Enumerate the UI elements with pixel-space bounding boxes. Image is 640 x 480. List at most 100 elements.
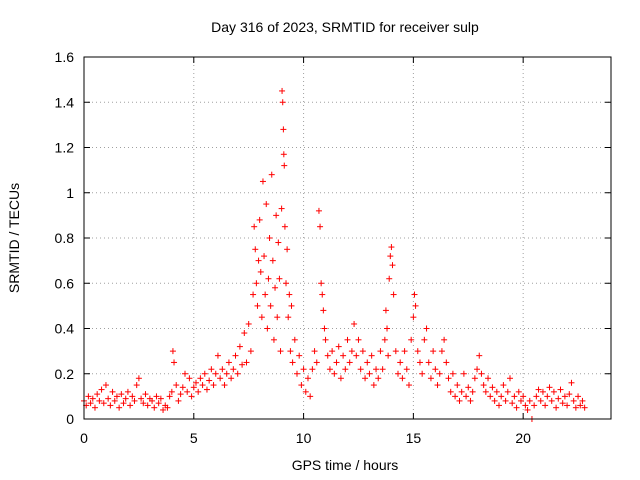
data-point: [168, 388, 175, 395]
data-point: [236, 343, 243, 350]
data-point: [102, 382, 109, 389]
data-point: [335, 343, 342, 350]
data-point: [509, 400, 516, 407]
data-point: [329, 348, 336, 355]
data-point: [544, 393, 551, 400]
data-point: [291, 336, 298, 343]
data-point: [234, 370, 241, 377]
y-tick-label: 0: [66, 411, 74, 427]
data-point: [96, 397, 103, 404]
data-point: [414, 348, 421, 355]
data-point: [283, 280, 290, 287]
data-point: [474, 366, 481, 373]
data-point: [223, 370, 230, 377]
y-tick-label: 1.6: [55, 49, 75, 65]
data-point: [557, 386, 564, 393]
data-point: [203, 386, 210, 393]
data-point: [177, 391, 184, 398]
data-point: [274, 314, 281, 321]
data-point: [197, 375, 204, 382]
data-point: [111, 397, 118, 404]
data-point: [469, 388, 476, 395]
data-point: [430, 348, 437, 355]
data-point: [504, 388, 511, 395]
data-point: [443, 359, 450, 366]
data-point: [537, 397, 544, 404]
data-point: [434, 382, 441, 389]
x-tick-label: 5: [190, 430, 198, 446]
data-point: [324, 352, 331, 359]
data-point: [337, 375, 344, 382]
x-axis-label: GPS time / hours: [292, 457, 399, 473]
data-point: [531, 402, 538, 409]
data-point: [489, 384, 496, 391]
data-point: [151, 404, 158, 411]
data-point: [129, 393, 136, 400]
data-point: [572, 404, 579, 411]
data-point: [279, 99, 286, 106]
data-point: [370, 382, 377, 389]
data-point: [279, 87, 286, 94]
data-point: [258, 314, 265, 321]
data-point: [362, 375, 369, 382]
data-point: [166, 393, 173, 400]
y-tick-label: 0.8: [55, 230, 75, 246]
data-point: [199, 382, 206, 389]
axis-ticks: 0 0.2 0.4 0.6 0.8 1 1.2 1.4 1.6 0 5 10 15 20: [55, 49, 611, 446]
data-point: [408, 336, 415, 343]
data-point: [280, 126, 287, 133]
data-point: [153, 393, 160, 400]
data-point: [342, 366, 349, 373]
data-point: [553, 404, 560, 411]
data-point: [539, 388, 546, 395]
y-tick-label: 0.4: [55, 321, 75, 337]
data-point: [366, 370, 373, 377]
data-point: [250, 291, 257, 298]
data-point: [326, 366, 333, 373]
data-point: [293, 370, 300, 377]
data-point: [98, 386, 105, 393]
data-point: [255, 257, 262, 264]
data-point: [281, 162, 288, 169]
data-point: [392, 348, 399, 355]
data-point: [254, 302, 261, 309]
y-axis-label: SRMTID / TECUs: [6, 183, 22, 293]
data-point: [241, 330, 248, 337]
data-point: [412, 302, 419, 309]
data-point: [506, 375, 513, 382]
data-point: [526, 397, 533, 404]
data-point: [548, 397, 555, 404]
data-point: [286, 291, 293, 298]
data-point: [142, 391, 149, 398]
data-point: [467, 397, 474, 404]
data-point: [425, 359, 432, 366]
data-point: [344, 336, 351, 343]
data-point: [559, 400, 566, 407]
data-point: [319, 291, 326, 298]
data-point: [285, 314, 292, 321]
data-point: [568, 379, 575, 386]
data-point: [555, 395, 562, 402]
data-point: [416, 359, 423, 366]
y-tick-label: 1.4: [55, 94, 75, 110]
data-point: [276, 275, 283, 282]
data-point: [221, 382, 228, 389]
data-point: [105, 395, 112, 402]
data-point: [377, 348, 384, 355]
data-point: [100, 400, 107, 407]
data-point: [138, 395, 145, 402]
data-point: [296, 352, 303, 359]
data-point: [321, 325, 328, 332]
data-point: [190, 384, 197, 391]
data-point: [550, 388, 557, 395]
data-point: [577, 402, 584, 409]
data-point: [140, 400, 147, 407]
data-point: [309, 366, 316, 373]
data-point: [482, 388, 489, 395]
data-point: [348, 348, 355, 355]
data-point: [251, 223, 258, 230]
data-point: [385, 352, 392, 359]
data-point: [171, 359, 178, 366]
data-point: [463, 393, 470, 400]
data-point: [575, 393, 582, 400]
